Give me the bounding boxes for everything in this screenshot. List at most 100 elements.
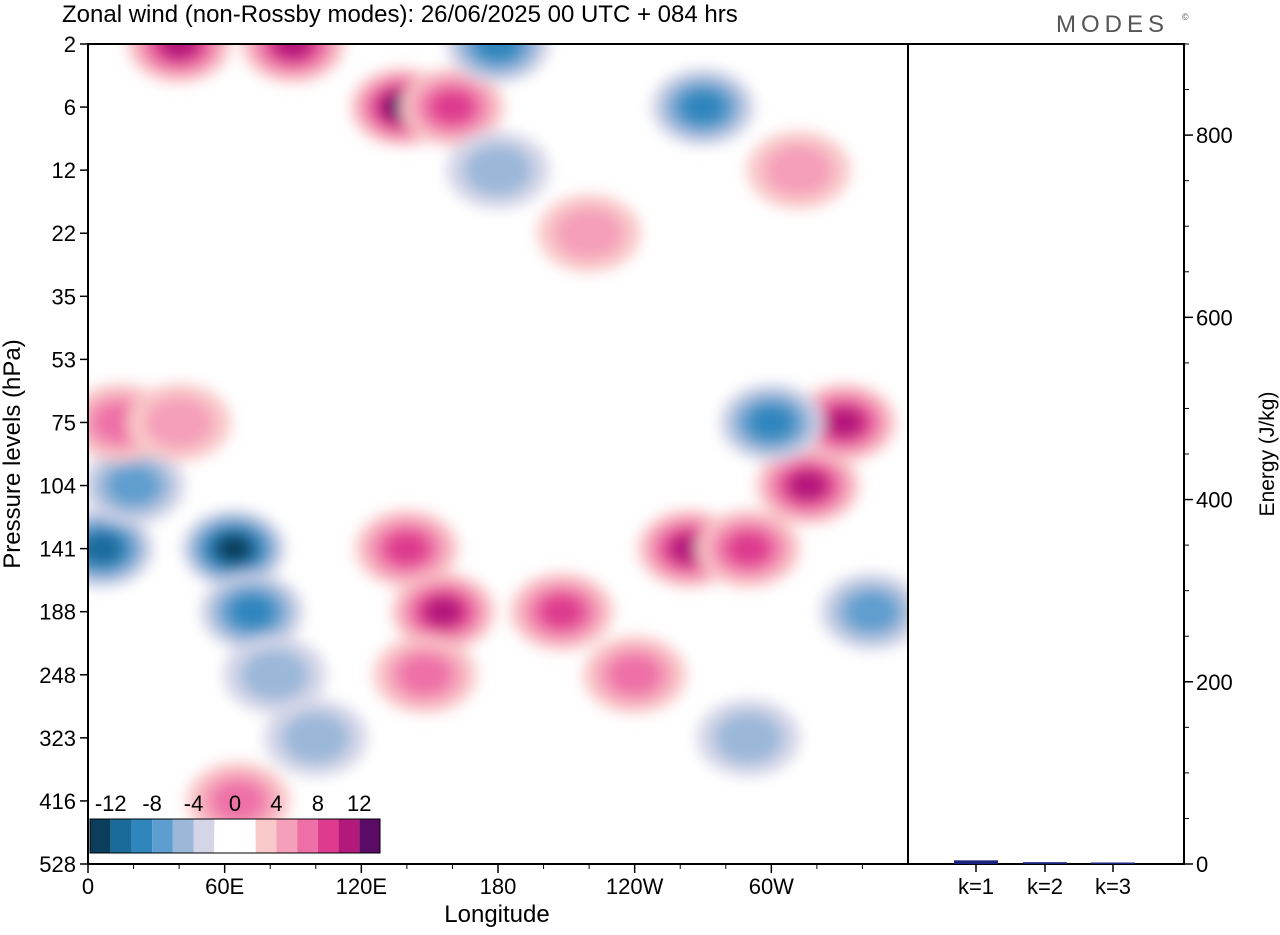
colorbar-swatch [317,819,339,853]
heatmap-cell [107,465,160,506]
heatmap-feature [88,509,154,588]
y-tick-label: 528 [39,852,76,877]
heatmap-cell [211,780,265,822]
colorbar-swatch [297,819,318,853]
heatmap-feature [373,635,478,714]
heatmap-blob-layer [88,44,908,840]
energy-category-label: k=1 [958,874,994,899]
colorbar-label: 8 [312,791,324,816]
y-tick-label: 12 [52,158,76,183]
x-tick-label: 60E [205,874,244,899]
x-tick-label: 120W [606,874,664,899]
heatmap-feature [446,44,550,83]
colorbar-swatch [255,819,277,853]
heatmap-cell [608,654,662,695]
energy-bar [954,860,998,864]
y-tick-label: 416 [39,789,76,814]
heatmap-feature [88,446,186,525]
heatmap-cell [144,396,214,449]
heatmap-cell [430,90,475,124]
brand-logo: MODES [1056,11,1169,38]
colorbar-label: 4 [270,791,282,816]
colorbar-swatch [172,819,194,853]
heatmap-feature [651,68,755,147]
y-tick-label: 141 [39,537,76,562]
heatmap-cell [230,594,274,629]
colorbar-label: 12 [347,791,371,816]
heatmap-feature [400,68,505,147]
energy-axis-label: Energy (J/kg) [1256,392,1279,517]
heatmap-feature [746,131,851,210]
brand-mark: © [1182,12,1189,22]
colorbar-swatch [193,819,215,853]
heatmap-feature [509,572,614,651]
heatmap-feature [391,572,496,651]
heatmap-feature [719,383,824,462]
heatmap-feature [263,698,368,777]
y-tick-label: 188 [39,600,76,625]
heatmap-cell [764,144,833,197]
heatmap-cell [714,711,783,764]
heatmap-blobs [88,44,908,840]
heatmap-feature [181,509,286,588]
energy-bar [1023,862,1067,864]
heatmap-cell [424,596,463,627]
heatmap-feature [537,194,642,273]
heatmap-feature [241,44,345,83]
heatmap-feature [755,446,860,525]
colorbar: -12 -8 -4 0 4 8 12 [89,791,381,854]
y-axis-label: Pressure levels (hPa) [0,339,26,568]
y-tick-label: 6 [64,95,76,120]
energy-plot-frame [907,43,1185,865]
colorbar-swatch [235,819,256,853]
heatmap-cell [281,711,351,764]
heatmap-feature [792,383,897,462]
colorbar-swatch [131,819,153,853]
y-tick-label: 248 [39,663,76,688]
heatmap-cell [476,44,520,61]
colorbar-swatch [359,819,380,853]
x-axis-label: Longitude [444,901,549,928]
heatmap-cell [398,654,452,695]
colorbar-label: -4 [184,791,204,816]
colorbar-swatch [338,819,360,853]
energy-bar [1091,862,1135,864]
y-tick-label: 323 [39,726,76,751]
energy-tick-label: 200 [1196,670,1233,695]
y-tick-label: 75 [52,410,76,435]
heatmap-cell [159,44,199,59]
y-tick-label: 35 [52,284,76,309]
heatmap-feature [582,635,687,714]
heatmap-cell [749,405,794,440]
energy-tick-label: 600 [1196,305,1233,330]
colorbar-label: -8 [142,791,162,816]
x-tick-label: 180 [480,874,517,899]
heatmap-cell [788,470,827,501]
heatmap-feature [354,509,459,588]
colorbar-label: 0 [229,791,241,816]
heatmap-feature [696,509,801,588]
x-tick-label: 120E [336,874,387,899]
heatmap-cell [463,144,533,197]
energy-tick-label: 800 [1196,123,1233,148]
colorbar-swatch [152,819,173,853]
colorbar-swatch [110,819,132,853]
heatmap-cell [845,591,898,632]
heatmap-cell [554,207,624,260]
heatmap-cell [726,531,771,566]
colorbar-label: -12 [95,791,127,816]
heatmap-cell [216,535,251,562]
energy-tick-label: 400 [1196,488,1233,513]
heatmap-cell [240,648,310,701]
heatmap-feature [127,44,232,83]
energy-tick-label: 0 [1196,852,1208,877]
colorbar-frame [89,818,381,854]
heatmap-feature [200,572,304,651]
x-tick-label: 0 [82,874,94,899]
heatmap-cell [273,44,313,59]
heatmap-cell [88,533,121,564]
heatmap-feature [446,131,550,210]
heatmap-feature [819,572,908,651]
